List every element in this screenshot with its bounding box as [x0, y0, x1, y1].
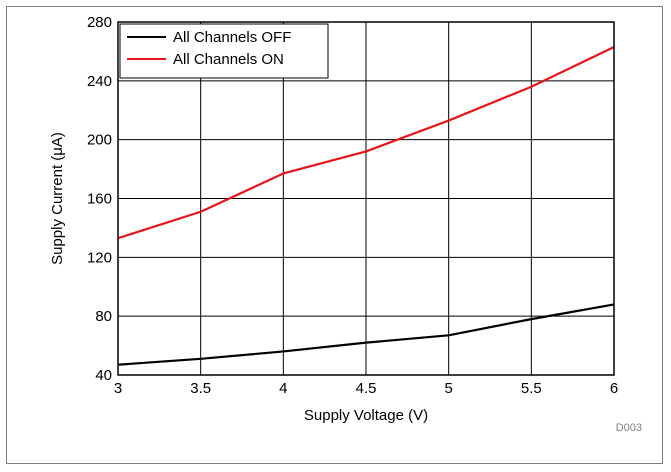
plot-area-border [117, 21, 615, 376]
plot-series [117, 46, 615, 366]
x-axis-label: Supply Voltage (V) [304, 407, 428, 424]
y-tick-label: 160 [87, 191, 112, 208]
series-line-all-channels-off [117, 303, 615, 366]
y-tick-labels: 40 80 120 160 200 240 280 [87, 14, 112, 384]
x-tick-label: 6 [610, 380, 618, 397]
legend-label-off: All Channels OFF [173, 29, 291, 46]
x-tick-label: 5.5 [521, 380, 542, 397]
series-line-all-channels-on [117, 46, 615, 240]
y-tick-label: 120 [87, 249, 112, 266]
chart-frame [6, 6, 663, 464]
y-axis-label: Supply Current (μA) [49, 132, 66, 265]
legend-box [119, 23, 329, 79]
y-tick-label: 240 [87, 73, 112, 90]
x-tick-label: 3 [114, 380, 122, 397]
legend: All Channels OFF All Channels ON [119, 23, 329, 79]
x-tick-label: 5 [444, 380, 452, 397]
y-tick-label: 280 [87, 14, 112, 31]
y-tick-label: 40 [95, 367, 112, 384]
x-tick-labels: 3 3.5 4 4.5 5 5.5 6 [114, 380, 618, 397]
figure-code: D003 [616, 422, 642, 434]
y-tick-label: 200 [87, 132, 112, 149]
legend-label-on: All Channels ON [173, 51, 284, 68]
y-tick-label: 80 [95, 308, 112, 325]
grid-lines [117, 21, 615, 376]
x-tick-label: 4 [279, 380, 287, 397]
x-tick-label: 4.5 [356, 380, 377, 397]
x-tick-label: 3.5 [190, 380, 211, 397]
